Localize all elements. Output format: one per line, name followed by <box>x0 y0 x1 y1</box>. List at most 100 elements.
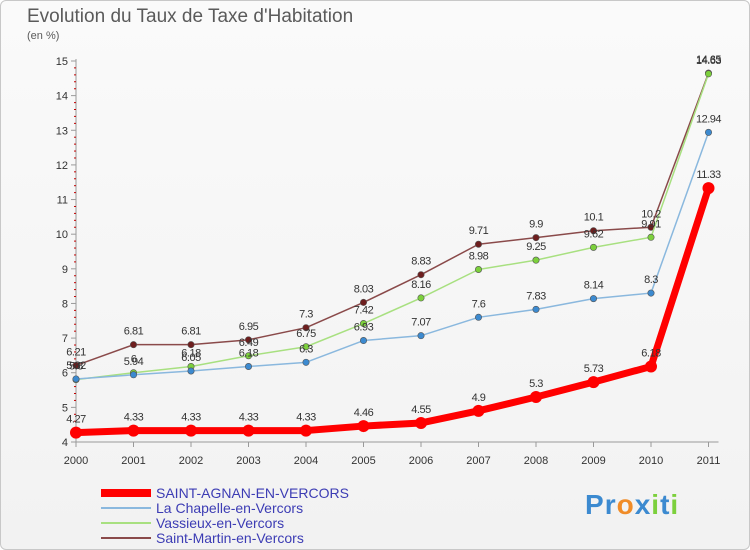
data-point-1 <box>589 295 597 303</box>
data-point-3 <box>72 361 80 369</box>
x-tick-label: 2001 <box>121 455 145 467</box>
data-label: 6.49 <box>239 337 259 349</box>
data-label: 9.91 <box>641 218 661 230</box>
data-label: 10.2 <box>641 208 661 220</box>
data-point-0 <box>472 404 485 417</box>
data-label: 4.33 <box>124 412 144 424</box>
data-point-2 <box>704 70 712 78</box>
data-label: 12.94 <box>696 113 721 125</box>
data-point-3 <box>187 341 195 349</box>
series-line-1 <box>75 132 710 380</box>
data-label: 5.8 <box>69 361 83 373</box>
data-label: 4.46 <box>354 407 374 419</box>
data-point-3 <box>417 271 425 279</box>
data-label: 11.33 <box>696 169 721 181</box>
y-tick-label: 6 <box>62 368 68 380</box>
data-point-0 <box>645 360 657 373</box>
data-point-3 <box>359 298 367 306</box>
chart-title: Evolution du Taux de Taxe d'Habitation <box>27 6 354 27</box>
data-label: 8.98 <box>469 251 489 263</box>
logo-letter: o <box>616 489 635 520</box>
data-point-1 <box>474 313 482 321</box>
y-tick-label: 14 <box>56 91 68 103</box>
data-label: 9.25 <box>526 241 546 253</box>
data-label: 5.73 <box>584 363 604 375</box>
y-tick-label: 9 <box>62 264 68 276</box>
legend-label: SAINT-AGNAN-EN-VERCORS <box>156 485 349 501</box>
data-point-3 <box>245 336 253 344</box>
data-label: 4.55 <box>411 404 431 416</box>
y-tick-label: 8 <box>62 298 68 310</box>
data-point-1 <box>359 337 367 345</box>
data-point-1 <box>187 367 195 375</box>
data-point-0 <box>357 420 370 433</box>
data-label: 5.94 <box>124 356 144 368</box>
data-label: 9.71 <box>469 225 489 237</box>
data-point-0 <box>530 390 542 403</box>
legend-label: Saint-Martin-en-Vercors <box>156 530 304 546</box>
data-point-1 <box>532 305 540 313</box>
x-tick-label: 2000 <box>64 455 88 467</box>
data-label: 7.3 <box>299 309 313 321</box>
data-point-3 <box>302 324 310 332</box>
y-tick-label: 10 <box>56 229 68 241</box>
data-point-3 <box>474 240 482 248</box>
data-point-2 <box>302 343 310 351</box>
data-point-2 <box>417 294 425 302</box>
x-tick-label: 2008 <box>524 455 548 467</box>
data-point-2 <box>359 320 367 328</box>
data-label: 6 <box>131 354 137 366</box>
data-label: 6.81 <box>181 326 201 338</box>
legend-label: Vassieux-en-Vercors <box>156 515 285 531</box>
data-label: 8.14 <box>584 280 604 292</box>
data-label: 7.6 <box>472 298 486 310</box>
data-label: 7.42 <box>354 305 374 317</box>
data-label: 6.3 <box>299 343 313 355</box>
data-label: 7.07 <box>411 317 431 329</box>
x-tick-label: 2010 <box>639 455 663 467</box>
legend-label: La Chapelle-en-Vercors <box>156 500 304 516</box>
y-tick-label: 11 <box>57 195 68 207</box>
data-point-2 <box>532 256 540 264</box>
data-point-0 <box>702 182 715 195</box>
data-point-0 <box>300 424 312 437</box>
data-point-3 <box>130 341 138 349</box>
data-label: 4.33 <box>296 412 316 424</box>
legend-swatch <box>101 522 151 524</box>
data-point-0 <box>127 424 140 437</box>
data-label: 5.82 <box>66 360 86 372</box>
data-label: 5.3 <box>529 378 543 390</box>
data-label: 14.65 <box>696 54 721 66</box>
data-label: 8.3 <box>644 274 658 286</box>
series-line-0 <box>75 187 712 437</box>
y-tick-label: 15 <box>56 56 68 68</box>
x-tick-label: 2009 <box>581 455 605 467</box>
x-tick-label: 2006 <box>409 455 433 467</box>
data-label: 7.83 <box>526 290 546 302</box>
data-label: 14.63 <box>696 55 721 67</box>
data-point-1 <box>417 332 425 340</box>
data-point-1 <box>302 358 310 366</box>
x-tick-label: 2003 <box>236 455 260 467</box>
legend-swatch <box>101 507 151 509</box>
data-point-2 <box>474 266 482 274</box>
logo-letter: r <box>604 489 617 520</box>
data-label: 4.33 <box>239 412 259 424</box>
series-line-3 <box>75 72 710 367</box>
data-label: 6.18 <box>181 347 201 359</box>
y-tick-label: 5 <box>62 402 68 414</box>
data-point-3 <box>532 234 540 242</box>
data-label: 8.16 <box>411 279 431 291</box>
x-tick-label: 2007 <box>466 455 490 467</box>
data-label: 6.18 <box>239 347 259 359</box>
data-label: 6.93 <box>354 322 374 334</box>
data-point-1 <box>130 371 138 379</box>
data-label: 4.9 <box>472 392 486 404</box>
y-tick-label: 12 <box>56 160 68 172</box>
data-label: 6.81 <box>124 326 144 338</box>
data-label: 8.83 <box>411 256 431 268</box>
legend-swatch <box>101 537 151 539</box>
data-point-1 <box>647 289 655 297</box>
